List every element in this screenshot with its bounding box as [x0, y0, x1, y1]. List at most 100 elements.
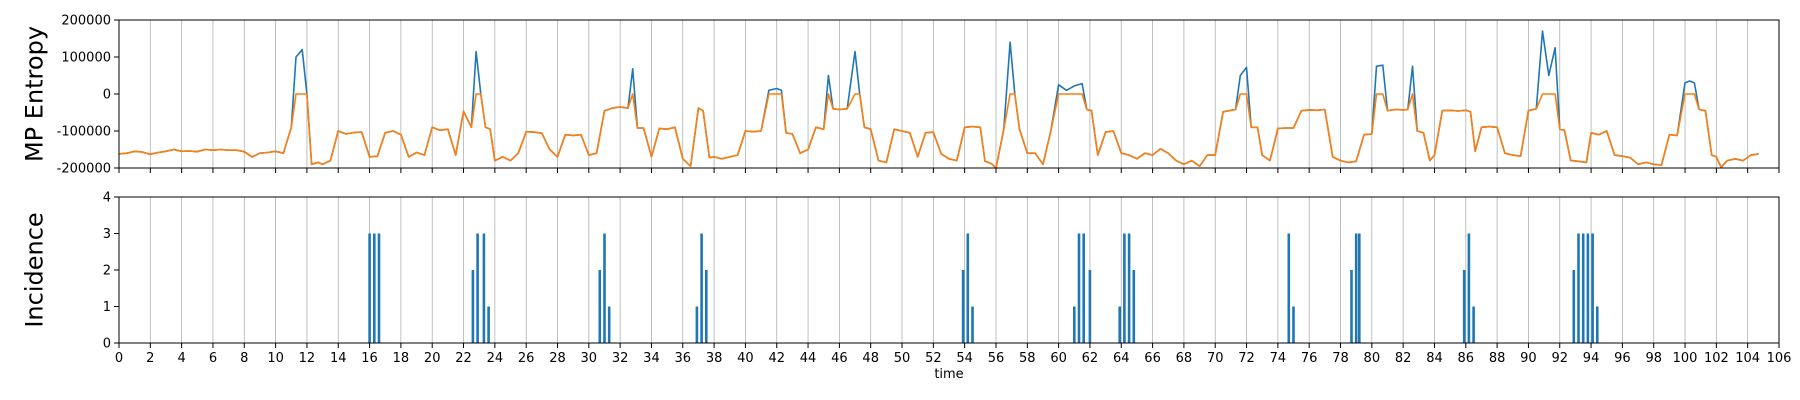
y-tick-label: -200000 [57, 162, 111, 177]
incidence-bar [377, 233, 381, 343]
incidence-bar [700, 233, 703, 343]
x-tick-label: 60 [1050, 351, 1067, 366]
entropy-y-axis-title: MP Entropy [20, 26, 48, 162]
incidence-bar [1287, 233, 1291, 343]
incidence-y-axis-title: Incidence [20, 212, 48, 327]
incidence-bar [607, 306, 611, 343]
y-tick-label: 4 [103, 191, 111, 206]
x-tick-label: 88 [1489, 351, 1506, 366]
incidence-bar [1073, 306, 1076, 343]
incidence-bar [487, 306, 490, 343]
incidence-bar [1472, 306, 1475, 343]
y-tick-label: 3 [103, 227, 111, 242]
x-tick-label: 82 [1395, 351, 1412, 366]
incidence-plot-frame [118, 196, 1780, 344]
incidence-bar [482, 233, 486, 343]
entropy-grid [118, 20, 1780, 168]
entropy-plot: -200000 -100000 0 100000 200000 MP Entropy [20, 14, 1780, 177]
entropy-y-ticks: -200000 -100000 0 100000 200000 [57, 14, 119, 177]
x-tick-label: 46 [831, 351, 848, 366]
y-tick-label: 200000 [61, 14, 111, 29]
incidence-bar [1123, 233, 1126, 343]
incidence-bar [1118, 306, 1121, 343]
incidence-bar [1082, 233, 1085, 343]
incidence-x-ticks: 0 2 4 6 8 10 12 14 16 18 20 22 24 26 28 30 32 34 36 38 40 42 4… [115, 343, 1792, 366]
x-tick-label: 84 [1426, 351, 1443, 366]
x-tick-label: 26 [518, 351, 535, 366]
incidence-bar [373, 233, 376, 343]
y-tick-label: 0 [103, 88, 111, 103]
x-tick-label: 14 [330, 351, 347, 366]
x-tick-label: 58 [1019, 351, 1036, 366]
x-tick-label: 8 [240, 351, 248, 366]
x-tick-label: 20 [424, 351, 441, 366]
entropy-series-lines [118, 30, 1759, 169]
x-tick-label: 78 [1332, 351, 1349, 366]
x-tick-label: 6 [209, 351, 217, 366]
x-tick-label: 40 [737, 351, 754, 366]
x-tick-label: 106 [1767, 351, 1792, 366]
entropy-x-ticks [118, 168, 1780, 173]
x-tick-label: 98 [1645, 351, 1662, 366]
x-tick-label: 52 [925, 351, 942, 366]
x-tick-label: 94 [1583, 351, 1600, 366]
x-tick-label: 92 [1551, 351, 1568, 366]
incidence-bar [705, 270, 708, 343]
x-tick-label: 44 [800, 351, 817, 366]
x-tick-label: 102 [1704, 351, 1729, 366]
incidence-bar [1586, 233, 1590, 343]
incidence-bar [1077, 233, 1081, 343]
x-tick-label: 0 [115, 351, 123, 366]
x-tick-label: 74 [1270, 351, 1287, 366]
x-tick-label: 72 [1238, 351, 1255, 366]
x-tick-label: 68 [1176, 351, 1193, 366]
incidence-bar [1358, 233, 1361, 343]
incidence-bar [1591, 233, 1594, 343]
x-tick-label: 96 [1614, 351, 1631, 366]
x-tick-label: 4 [178, 351, 186, 366]
incidence-bar [1132, 270, 1136, 343]
x-tick-label: 42 [768, 351, 785, 366]
x-tick-label: 30 [581, 351, 598, 366]
incidence-bar [966, 233, 970, 343]
x-tick-label: 90 [1520, 351, 1537, 366]
incidence-bar [471, 270, 475, 343]
x-tick-label: 76 [1301, 351, 1318, 366]
x-tick-label: 50 [894, 351, 911, 366]
x-tick-label: 70 [1207, 351, 1224, 366]
incidence-bar [1350, 270, 1353, 343]
x-tick-label: 36 [675, 351, 692, 366]
x-tick-label: 16 [361, 351, 378, 366]
x-tick-label: 80 [1364, 351, 1381, 366]
x-tick-label: 32 [612, 351, 629, 366]
incidence-grid [118, 197, 1780, 343]
incidence-bar [368, 233, 371, 343]
incidence-bar [598, 270, 602, 343]
incidence-y-ticks: 0 1 2 3 4 [103, 191, 119, 352]
incidence-bar [1292, 306, 1295, 343]
incidence-bar [603, 233, 606, 343]
incidence-bar [971, 306, 974, 343]
y-tick-label: 2 [103, 264, 111, 279]
x-axis-title: time [934, 367, 963, 382]
incidence-bar [961, 270, 965, 343]
incidence-bar [1467, 233, 1471, 343]
x-tick-label: 34 [643, 351, 660, 366]
incidence-bar [1572, 270, 1576, 343]
y-tick-label: 100000 [61, 51, 111, 66]
y-tick-label: 0 [103, 337, 111, 352]
x-tick-label: 10 [267, 351, 284, 366]
x-tick-label: 38 [706, 351, 723, 366]
incidence-bar [1581, 233, 1585, 343]
incidence-bar [1462, 270, 1466, 343]
x-tick-label: 54 [956, 351, 973, 366]
x-tick-label: 24 [487, 351, 504, 366]
x-tick-label: 2 [146, 351, 154, 366]
x-tick-label: 104 [1735, 351, 1760, 366]
x-tick-label: 28 [549, 351, 566, 366]
x-tick-label: 48 [862, 351, 879, 366]
x-tick-label: 12 [299, 351, 316, 366]
x-tick-label: 100 [1673, 351, 1698, 366]
